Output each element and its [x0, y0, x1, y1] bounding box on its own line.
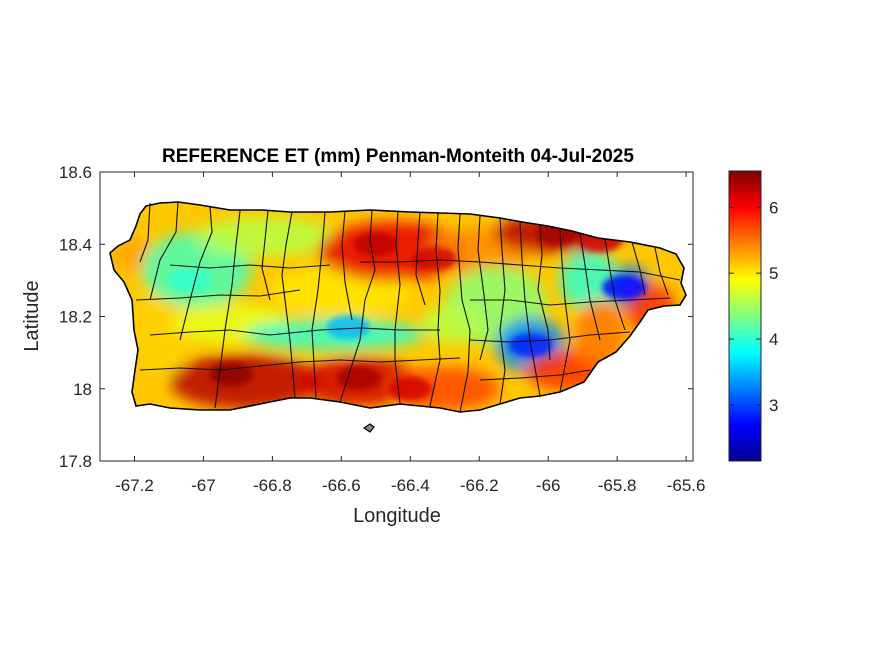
- heat-hotspot-3: [353, 232, 398, 257]
- municipality-boundary-1: [149, 201, 179, 301]
- heat-hotspot-8: [326, 315, 371, 340]
- x-tick-label: -67.2: [115, 476, 154, 495]
- municipality-boundary-20: [631, 241, 646, 296]
- municipality-boundary-17: [559, 228, 571, 393]
- x-tick-label: -65.8: [598, 476, 637, 495]
- x-tick-label: -66.4: [391, 476, 430, 495]
- island-outline: [109, 201, 687, 413]
- colorbar-ticks: 3 4 5 6: [729, 198, 778, 415]
- municipality-boundary-5: [281, 211, 296, 399]
- x-tick-label: -66.6: [322, 476, 361, 495]
- caja-de-muertos-islet: [362, 423, 375, 433]
- municipality-boundary-7: [341, 210, 353, 321]
- x-tick-label: -65.6: [667, 476, 706, 495]
- municipality-boundaries: [135, 201, 681, 413]
- x-axis-label: Longitude: [353, 505, 441, 527]
- municipality-boundary-12: [457, 213, 471, 413]
- municipality-boundary-21: [654, 247, 669, 296]
- y-axis-label: Latitude: [21, 280, 43, 351]
- municipality-boundary-8: [339, 209, 376, 403]
- municipality-boundary-18: [579, 232, 601, 341]
- municipality-boundary-4: [261, 209, 271, 301]
- colorbar-tick-label: 4: [769, 330, 778, 349]
- municipality-boundary-29: [479, 369, 591, 381]
- heat-hotspot-7: [167, 268, 212, 293]
- heat-hotspot-4: [412, 246, 457, 271]
- heat-hotspot-1: [336, 365, 381, 390]
- municipality-boundary-26: [360, 259, 681, 281]
- municipality-boundary-10: [415, 211, 426, 306]
- y-axis-ticks: 17.8 18 18.2 18.4 18.6: [59, 163, 693, 471]
- heat-blob-16: [559, 250, 620, 311]
- heat-blob-20: [421, 303, 482, 344]
- heat-blob-0: [134, 285, 191, 376]
- colorbar: [728, 170, 762, 462]
- heat-hotspot-2: [388, 376, 433, 401]
- heat-hotspot-0: [209, 362, 254, 387]
- municipality-boundary-13: [477, 215, 489, 361]
- colorbar-tick-label: 6: [769, 198, 778, 217]
- municipality-boundary-24: [139, 357, 461, 371]
- x-tick-label: -66.2: [460, 476, 499, 495]
- municipality-boundary-15: [519, 221, 541, 397]
- municipality-boundary-19: [604, 238, 626, 331]
- colorbar-tick-label: 3: [769, 396, 778, 415]
- y-tick-label: 17.8: [59, 452, 92, 471]
- y-tick-label: 18: [73, 380, 92, 399]
- municipality-boundary-11: [429, 212, 441, 407]
- municipality-boundary-9: [394, 210, 401, 405]
- x-tick-label: -66: [536, 476, 561, 495]
- municipality-boundary-28: [469, 331, 631, 343]
- municipality-boundary-22: [135, 289, 301, 301]
- municipality-boundary-2: [179, 206, 213, 341]
- municipality-boundary-14: [499, 217, 506, 405]
- municipality-boundary-3: [214, 210, 241, 409]
- municipality-boundary-25: [169, 264, 331, 269]
- municipality-boundary-0: [139, 202, 151, 263]
- y-tick-label: 18.6: [59, 163, 92, 182]
- x-axis-ticks: -67.2 -67 -66.8 -66.6 -66.4 -66.2 -66 -65.8 -65.…: [115, 172, 705, 495]
- heat-hotspot-10: [602, 275, 647, 300]
- municipality-boundary-27: [470, 297, 671, 306]
- chart-title: REFERENCE ET (mm) Penman-Monteith 04-Jul…: [162, 146, 634, 167]
- colorbar-tick-label: 5: [769, 264, 778, 283]
- municipality-boundary-6: [311, 211, 326, 399]
- y-tick-label: 18.4: [59, 235, 92, 254]
- municipality-boundary-23: [149, 327, 440, 336]
- x-tick-label: -67: [191, 476, 216, 495]
- y-tick-label: 18.2: [59, 308, 92, 327]
- x-tick-label: -66.8: [253, 476, 292, 495]
